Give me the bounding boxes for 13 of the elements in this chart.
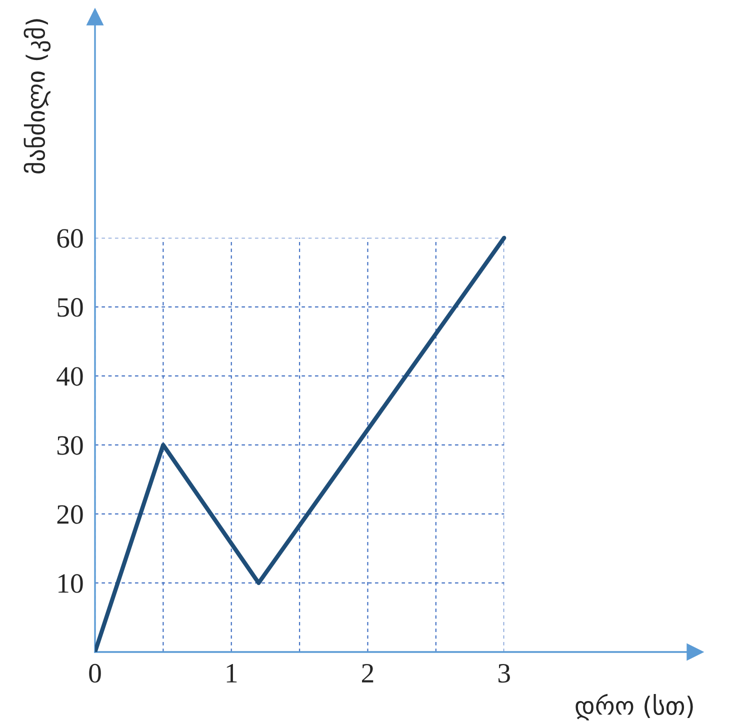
y-tick-label: 60 xyxy=(57,229,83,248)
x-axis-title: დრო (სთ) xyxy=(576,694,693,720)
y-tick-label: 50 xyxy=(58,298,83,317)
x-tick-label: 2 xyxy=(362,664,374,682)
x-tick-label: 0 xyxy=(89,664,101,683)
y-axis-title: მანძილი (კმ) xyxy=(24,19,51,174)
y-tick-label: 20 xyxy=(57,505,83,524)
x-tick-label: 1 xyxy=(226,664,237,682)
line-series xyxy=(95,236,506,652)
y-tick-label: 10 xyxy=(58,574,83,593)
y-tick-label: 40 xyxy=(56,367,83,386)
y-tick-label: 30 xyxy=(57,436,83,455)
x-tick-label: 3 xyxy=(498,664,510,683)
